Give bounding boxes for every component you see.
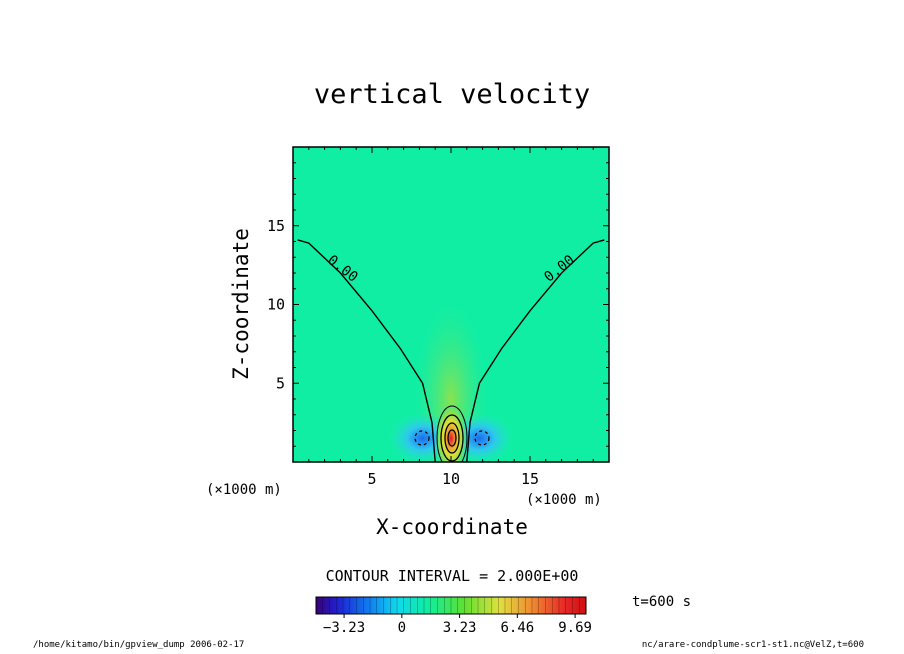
x-unit-left: (×1000 m) (206, 482, 282, 498)
updraft-contour-2 (440, 414, 464, 462)
colorbar-tick-label: −3.23 (323, 620, 365, 636)
footer-right: nc/arare-condplume-scr1-st1.nc@VelZ,t=60… (641, 640, 864, 650)
downdraft-contour-left (414, 430, 430, 446)
colorbar-ticks: −3.23 0 3.23 6.46 9.69 (322, 597, 592, 636)
x-axis: 5 10 15 (308, 147, 594, 488)
updraft-shading (435, 404, 467, 462)
y-axis-label: Z-coordinate (229, 228, 253, 380)
colorbar-tick-label: 0 (398, 620, 406, 636)
chart-title: vertical velocity (314, 79, 590, 110)
downdraft-contour-right (474, 430, 490, 446)
zero-contour-right (466, 239, 605, 462)
x-tick-label: 15 (521, 470, 539, 488)
zero-contour-left (297, 239, 436, 462)
y-tick-label: 10 (267, 296, 285, 314)
y-axis: 5 10 15 (267, 162, 609, 447)
x-axis-label: X-coordinate (376, 515, 528, 539)
updraft-contour-1 (436, 405, 468, 462)
y-tick-label: 5 (276, 374, 285, 392)
x-tick-label: 10 (442, 470, 460, 488)
updraft-contour-4 (447, 429, 457, 447)
updraft-contour-3 (444, 422, 460, 454)
y-tick-label: 15 (267, 217, 285, 235)
colorbar-tick-label: 3.23 (443, 620, 477, 636)
contour-interval: CONTOUR INTERVAL = 2.000E+00 (326, 567, 579, 585)
time-label: t=600 s (632, 594, 691, 610)
footer-left: /home/kitamo/bin/gpview_dump 2006-02-17 (33, 640, 245, 650)
x-unit-right: (×1000 m) (526, 492, 602, 508)
colorbar-tick-label: 6.46 (500, 620, 534, 636)
plot-area: 0.00 0.00 (293, 147, 609, 462)
x-tick-label: 5 (367, 470, 376, 488)
colorbar-tick-label: 9.69 (558, 620, 592, 636)
